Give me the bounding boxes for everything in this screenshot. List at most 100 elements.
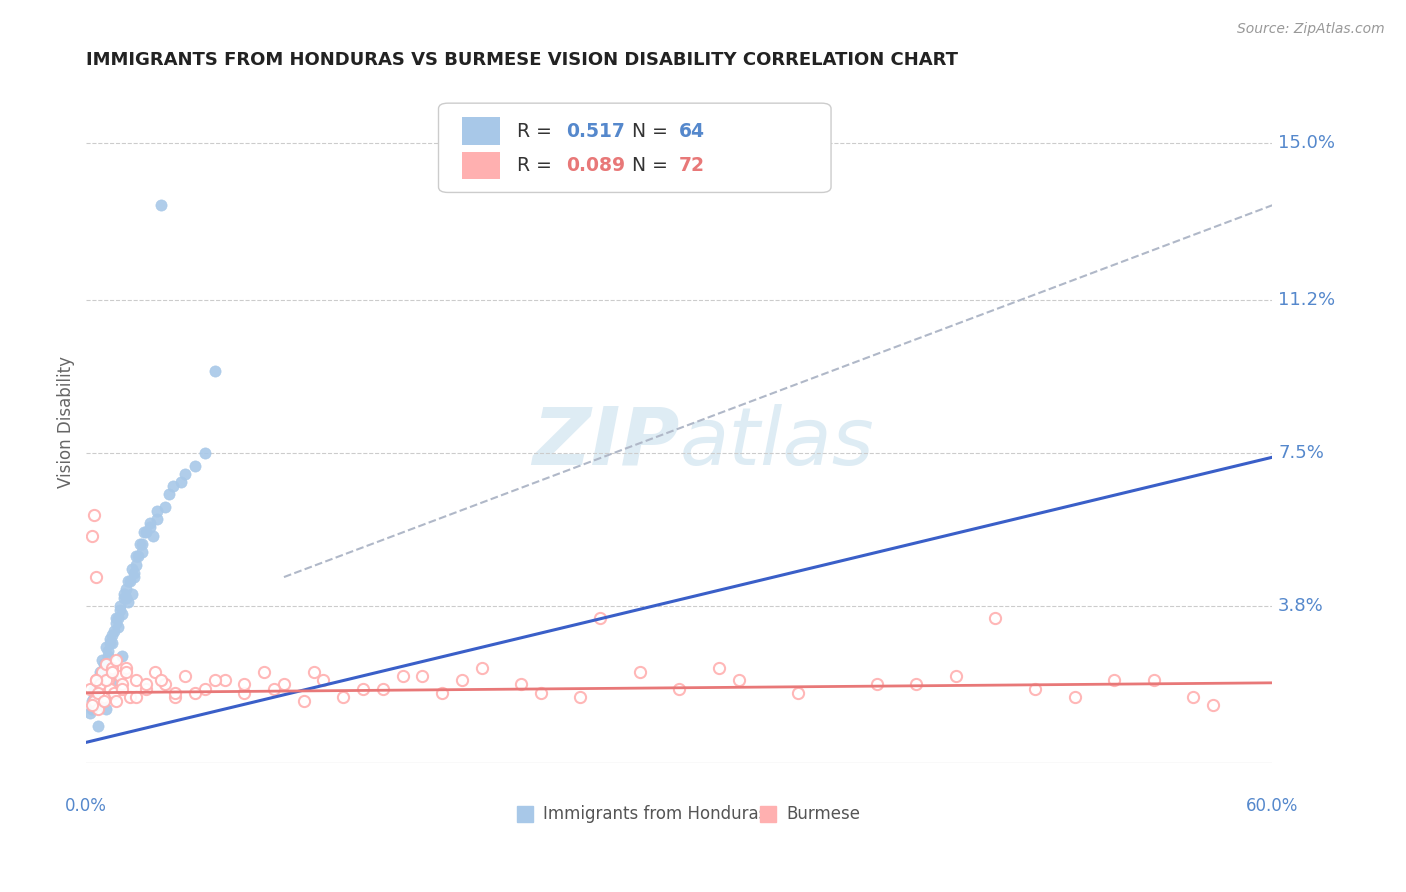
Point [184,458,207,473]
Text: 0.0%: 0.0% [65,797,107,815]
Point [84,570,107,584]
Point [125,690,148,704]
FancyBboxPatch shape [439,103,831,193]
Point [125,549,148,564]
Point [83,508,105,522]
Point [82,698,104,713]
Point [292,694,315,708]
Point [628,665,651,679]
Point [111,681,134,696]
Point [107,620,129,634]
Point [569,690,592,704]
Text: R =: R = [517,156,558,175]
Point [165,690,187,704]
Point [174,669,197,683]
Point [79,706,101,721]
Point [103,673,125,688]
Point [89,677,111,691]
Point [668,681,690,696]
Point [128,537,150,551]
Point [93,694,115,708]
Point [1102,673,1125,688]
Point [984,611,1007,625]
Point [122,570,145,584]
Text: 0.517: 0.517 [567,121,626,141]
Point [84,673,107,688]
Point [945,669,967,683]
Point [108,603,131,617]
Point [233,677,256,691]
Point [94,702,117,716]
Point [371,681,394,696]
Point [142,529,165,543]
Point [104,615,127,630]
Point [101,661,124,675]
Point [253,665,276,679]
Point [132,524,155,539]
Point [905,677,928,691]
Point [111,677,134,691]
Point [118,690,141,704]
Text: R =: R = [517,121,558,141]
Point [94,640,117,655]
Point [114,591,136,605]
Point [157,487,180,501]
Point [97,648,120,663]
Text: 60.0%: 60.0% [1246,797,1298,815]
Bar [463,118,501,145]
Point [727,673,749,688]
Point [87,686,110,700]
Point [411,669,433,683]
Point [391,669,413,683]
Point [273,677,295,691]
Point [91,665,114,679]
Point [104,611,127,625]
Point [98,681,121,696]
Point [108,669,131,683]
Point [510,677,533,691]
Point [84,673,107,688]
Y-axis label: Vision Disability: Vision Disability [58,356,75,488]
Point [450,673,472,688]
Point [135,681,157,696]
Point [103,624,125,638]
Point [97,673,120,688]
Point [87,673,110,688]
Point [91,665,114,679]
Point [84,698,107,713]
Point [214,673,236,688]
Point [1142,673,1164,688]
Text: Burmese: Burmese [786,805,860,823]
Point [1202,698,1225,713]
Text: atlas: atlas [679,403,875,482]
Point [122,566,145,580]
Point [87,702,110,716]
Point [194,446,217,460]
Point [174,467,197,481]
Point [866,677,889,691]
Point [263,681,285,696]
Text: 64: 64 [679,121,706,141]
Point [101,628,124,642]
Point [114,665,136,679]
Point [83,681,105,696]
Point [82,529,104,543]
Point [118,574,141,589]
Point [108,599,131,613]
Point [83,690,105,704]
Point [93,661,115,675]
Text: N =: N = [631,156,673,175]
Point [111,607,134,622]
Point [707,661,730,675]
Point [127,549,149,564]
Point [93,690,115,704]
Point [131,545,153,559]
Point [112,586,135,600]
Point [82,694,104,708]
Point [162,479,184,493]
Point [93,657,115,671]
Point [312,673,335,688]
Text: N =: N = [631,121,673,141]
Text: 15.0%: 15.0% [1278,135,1336,153]
Text: 3.8%: 3.8% [1278,597,1324,615]
